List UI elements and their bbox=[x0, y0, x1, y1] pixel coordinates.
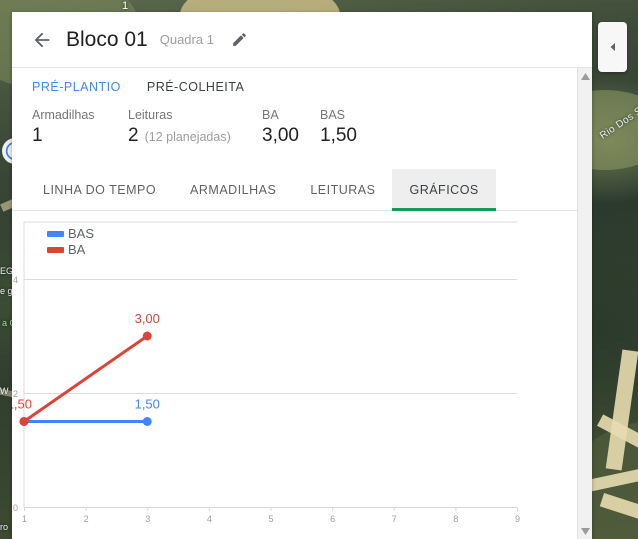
collapse-panel-button[interactable] bbox=[598, 22, 627, 72]
stat-bas: BAS 1,50 bbox=[320, 108, 378, 147]
y-axis-tick-label: 0 bbox=[13, 503, 18, 513]
x-axis-tick-label: 2 bbox=[84, 514, 89, 524]
stat-value-wrap: 3,00 bbox=[262, 125, 320, 147]
stat-label: Armadilhas bbox=[32, 108, 95, 122]
stat-note: (12 planejadas) bbox=[144, 130, 231, 144]
stat-value-wrap: 1,50 bbox=[320, 125, 378, 147]
stat-label: BAS bbox=[320, 108, 346, 122]
x-axis-tick-label: 5 bbox=[268, 514, 273, 524]
data-label-bas: 1,50 bbox=[135, 397, 160, 412]
tab-armadilhas[interactable]: ARMADILHAS bbox=[190, 182, 277, 197]
stat-value-wrap: 2 (12 planejadas) bbox=[128, 125, 262, 147]
data-label-ba: 3,00 bbox=[135, 311, 160, 326]
x-axis-tick-label: 3 bbox=[145, 514, 150, 524]
page-title: Bloco 01 bbox=[66, 27, 148, 51]
x-axis-tick-label: 6 bbox=[330, 514, 335, 524]
data-point-ba[interactable] bbox=[19, 417, 29, 426]
scroll-up-arrow-icon[interactable] bbox=[578, 68, 592, 84]
map-place-label: EG bbox=[0, 266, 14, 276]
x-axis-tick-label: 4 bbox=[207, 514, 212, 524]
stat-leituras: Leituras 2 (12 planejadas) bbox=[128, 108, 262, 147]
stat-value: 1 bbox=[32, 125, 43, 146]
tab-leituras[interactable]: LEITURAS bbox=[310, 182, 376, 197]
x-axis-tick-label: 7 bbox=[392, 514, 397, 524]
back-button[interactable] bbox=[28, 26, 56, 54]
data-point-bas[interactable] bbox=[142, 417, 152, 426]
x-axis-tick-label: 1 bbox=[22, 514, 27, 524]
stat-value: 1,50 bbox=[320, 125, 357, 146]
scroll-down-arrow-icon[interactable] bbox=[578, 523, 592, 539]
collapse-left-icon bbox=[610, 43, 615, 51]
edit-button[interactable] bbox=[228, 28, 252, 52]
section-tab-bar: LINHA DO TEMPO ARMADILHAS LEITURAS GRÁFI… bbox=[12, 169, 577, 211]
map-place-label: e g bbox=[0, 286, 13, 296]
stage-tab-bar: PRÉ-PLANTIO PRÉ-COLHEITA bbox=[12, 68, 577, 94]
tab-graficos[interactable]: GRÁFICOS bbox=[392, 169, 497, 211]
y-axis-tick-label: 2 bbox=[13, 389, 18, 399]
x-axis-tick-label: 9 bbox=[515, 514, 520, 524]
stat-armadilhas: Armadilhas 1 bbox=[32, 108, 128, 147]
panel-scrollbar[interactable] bbox=[577, 68, 592, 539]
series-line-ba[interactable] bbox=[22, 334, 149, 423]
x-axis-tick-label: 8 bbox=[453, 514, 458, 524]
stat-label: BA bbox=[262, 108, 279, 122]
tab-linha-do-tempo[interactable]: LINHA DO TEMPO bbox=[43, 182, 157, 197]
legend-label-bas[interactable]: BAS bbox=[68, 226, 94, 241]
y-axis-tick-label: 4 bbox=[13, 275, 18, 285]
map-place-label: a C bbox=[2, 318, 17, 328]
pencil-icon bbox=[233, 33, 247, 46]
back-arrow-icon bbox=[34, 32, 50, 47]
stat-label: Leituras bbox=[128, 108, 173, 122]
data-label-ba: 1,50 bbox=[12, 397, 32, 412]
stat-ba: BA 3,00 bbox=[262, 108, 320, 147]
block-detail-panel: Bloco 01 Quadra 1 PRÉ-PLANTIO PRÉ-COLHEI… bbox=[12, 12, 592, 539]
stat-value-wrap: 1 bbox=[32, 125, 128, 147]
stats-row: Armadilhas 1 Leituras 2 (12 planejadas) … bbox=[12, 94, 577, 147]
scrollbar-thumb[interactable] bbox=[580, 86, 591, 386]
stage-tab-pre-colheita[interactable]: PRÉ-COLHEITA bbox=[146, 80, 245, 94]
legend-swatch-bas bbox=[47, 231, 64, 237]
legend-label-ba[interactable]: BA bbox=[68, 242, 86, 257]
stat-value: 2 bbox=[128, 125, 139, 146]
panel-body: PRÉ-PLANTIO PRÉ-COLHEITA Armadilhas 1 Le… bbox=[12, 68, 592, 539]
panel-scroll-content: PRÉ-PLANTIO PRÉ-COLHEITA Armadilhas 1 Le… bbox=[12, 68, 577, 539]
legend-swatch-ba bbox=[47, 247, 64, 253]
page-subtitle: Quadra 1 bbox=[159, 32, 214, 47]
data-point-ba[interactable] bbox=[142, 331, 152, 341]
stat-value: 3,00 bbox=[262, 125, 299, 146]
map-place-label: ro bbox=[0, 522, 9, 532]
map-zoom-label: 1 bbox=[122, 0, 129, 12]
stage-tab-pre-plantio[interactable]: PRÉ-PLANTIO bbox=[32, 80, 121, 94]
panel-header: Bloco 01 Quadra 1 bbox=[12, 12, 592, 68]
map-place-label: W bbox=[0, 386, 9, 396]
